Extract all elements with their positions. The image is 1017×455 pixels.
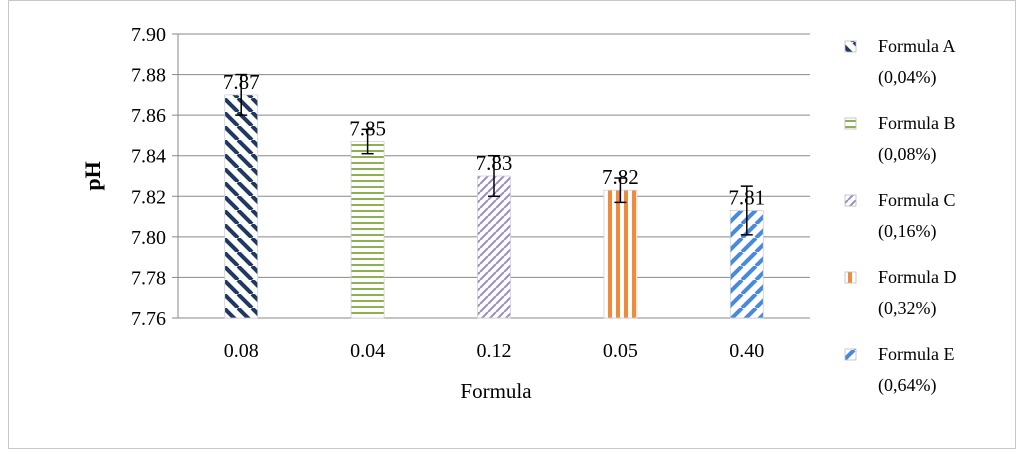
legend: Formula A(0,04%)Formula B(0,08%)Formula … [844,36,957,396]
data-label-4: 7.82 [602,165,639,189]
y-tick-label: 7.86 [131,105,166,127]
y-axis-title: pH [80,161,105,190]
legend-swatch [844,348,857,361]
error-bar-4 [614,177,627,204]
y-tick-label: 7.88 [131,65,166,87]
chart-frame [8,0,1016,449]
bar-4 [603,189,638,319]
data-label-1: 7.87 [223,70,260,94]
x-tick-label: 0.40 [729,340,764,362]
legend-label: Formula A [878,36,956,56]
bar-5 [729,210,764,319]
data-label-2: 7.85 [349,117,386,141]
y-tick-label: 7.90 [131,24,166,46]
x-tick-label: 0.05 [603,340,638,362]
error-bar-3 [488,154,500,198]
legend-item-5: Formula E (0,64%) [844,344,955,396]
x-axis-ticks: 0.08 0.04 0.12 0.05 0.40 [224,340,765,362]
error-bar-1 [235,73,248,116]
legend-item-4: Formula D (0,32%) [844,267,957,319]
error-bars [235,73,753,236]
x-axis-title: Formula [460,379,532,403]
data-labels: 7.87 7.85 7.83 7.82 7.81 [223,70,765,210]
error-bar-2 [361,128,374,155]
legend-label: Formula E [878,344,955,364]
legend-swatch [844,117,857,130]
legend-item-1: Formula A (0,04%) [844,36,956,88]
legend-label: Formula D [878,267,957,287]
bar-1 [224,94,259,319]
data-label-3: 7.83 [476,151,513,175]
y-axis-ticks: 7.90 7.88 7.86 7.84 7.82 7.80 7.78 7.76 [131,24,166,330]
legend-label: Formula C [878,190,956,210]
y-tick-label: 7.78 [131,267,166,289]
y-tick-label: 7.84 [131,146,166,168]
legend-sublabel: (0,08%) [878,144,936,165]
error-bar-5 [740,185,753,236]
legend-item-3: Formula C (0,16%) [844,190,956,242]
x-tick-label: 0.04 [350,340,385,362]
y-tick-label: 7.80 [131,227,166,249]
bars [224,94,764,319]
data-label-5: 7.81 [728,185,765,209]
legend-sublabel: (0,16%) [878,221,936,242]
y-tick-label: 7.82 [131,186,166,208]
bar-3 [477,175,511,319]
legend-sublabel: (0,32%) [878,298,936,319]
bar-2 [350,141,385,319]
legend-item-2: Formula B (0,08%) [844,113,956,165]
legend-label: Formula B [878,113,956,133]
legend-swatch [844,40,857,53]
x-tick-label: 0.12 [477,340,512,362]
legend-sublabel: (0,64%) [878,375,936,396]
y-tick-label: 7.76 [131,308,166,330]
legend-swatch [844,194,857,207]
legend-sublabel: (0,04%) [878,67,936,88]
x-tick-label: 0.08 [224,340,259,362]
legend-swatch [844,271,857,284]
